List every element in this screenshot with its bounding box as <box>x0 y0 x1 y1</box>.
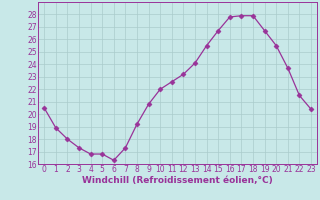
X-axis label: Windchill (Refroidissement éolien,°C): Windchill (Refroidissement éolien,°C) <box>82 176 273 185</box>
